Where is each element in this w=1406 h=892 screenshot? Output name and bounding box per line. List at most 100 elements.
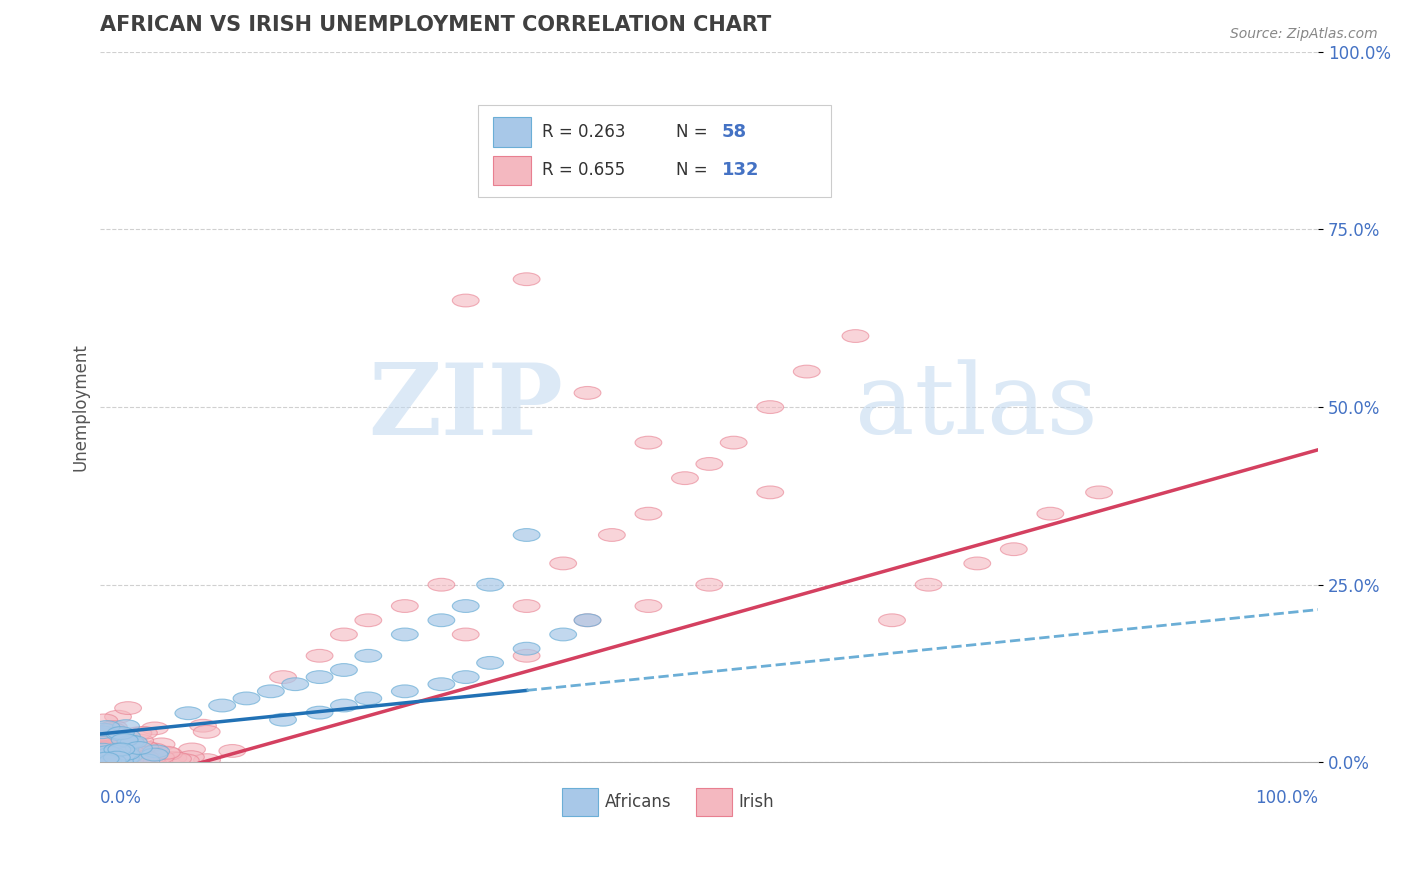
Ellipse shape xyxy=(257,685,284,698)
Ellipse shape xyxy=(108,752,135,765)
Ellipse shape xyxy=(103,750,129,763)
Ellipse shape xyxy=(427,614,454,627)
Ellipse shape xyxy=(93,753,120,765)
FancyBboxPatch shape xyxy=(478,105,831,197)
Ellipse shape xyxy=(427,678,454,690)
Ellipse shape xyxy=(142,745,170,757)
Ellipse shape xyxy=(104,751,131,764)
Ellipse shape xyxy=(696,458,723,470)
Ellipse shape xyxy=(104,727,131,739)
Ellipse shape xyxy=(190,719,217,732)
Ellipse shape xyxy=(89,729,115,742)
FancyBboxPatch shape xyxy=(696,788,733,816)
Ellipse shape xyxy=(98,752,125,765)
Ellipse shape xyxy=(96,752,122,764)
Ellipse shape xyxy=(90,743,117,756)
Ellipse shape xyxy=(177,751,204,764)
Ellipse shape xyxy=(98,744,125,756)
Ellipse shape xyxy=(756,486,783,499)
Ellipse shape xyxy=(391,628,418,640)
Ellipse shape xyxy=(98,735,125,747)
Ellipse shape xyxy=(98,755,127,767)
Ellipse shape xyxy=(105,753,132,765)
Ellipse shape xyxy=(104,728,131,740)
Ellipse shape xyxy=(148,751,174,764)
Ellipse shape xyxy=(110,747,136,760)
Ellipse shape xyxy=(453,671,479,683)
Ellipse shape xyxy=(132,751,159,764)
Ellipse shape xyxy=(453,628,479,640)
Ellipse shape xyxy=(233,692,260,705)
Ellipse shape xyxy=(636,599,662,613)
Ellipse shape xyxy=(879,614,905,627)
Ellipse shape xyxy=(90,740,117,753)
Text: ZIP: ZIP xyxy=(368,359,564,456)
Ellipse shape xyxy=(127,754,153,766)
Ellipse shape xyxy=(132,741,159,755)
Ellipse shape xyxy=(112,752,139,764)
Text: N =: N = xyxy=(676,123,713,141)
Ellipse shape xyxy=(94,738,121,750)
Ellipse shape xyxy=(574,614,600,627)
Ellipse shape xyxy=(477,657,503,669)
Ellipse shape xyxy=(94,735,121,747)
Ellipse shape xyxy=(100,721,128,733)
Ellipse shape xyxy=(330,699,357,712)
Ellipse shape xyxy=(1038,508,1064,520)
Ellipse shape xyxy=(513,642,540,655)
Ellipse shape xyxy=(115,753,142,765)
Ellipse shape xyxy=(477,578,503,591)
Text: N =: N = xyxy=(676,161,713,179)
Ellipse shape xyxy=(141,743,167,756)
Ellipse shape xyxy=(98,747,125,759)
Ellipse shape xyxy=(97,751,124,764)
Ellipse shape xyxy=(97,743,124,756)
Ellipse shape xyxy=(354,614,381,627)
Ellipse shape xyxy=(132,741,159,754)
Ellipse shape xyxy=(136,754,163,766)
FancyBboxPatch shape xyxy=(492,155,531,186)
Ellipse shape xyxy=(115,702,142,714)
Ellipse shape xyxy=(132,753,159,765)
Ellipse shape xyxy=(124,743,150,756)
Ellipse shape xyxy=(574,386,600,400)
Ellipse shape xyxy=(91,756,118,768)
Ellipse shape xyxy=(98,739,125,752)
Ellipse shape xyxy=(160,751,187,764)
Ellipse shape xyxy=(110,739,136,752)
Ellipse shape xyxy=(89,749,115,762)
Ellipse shape xyxy=(550,628,576,640)
Ellipse shape xyxy=(107,727,134,739)
Text: Africans: Africans xyxy=(605,793,671,811)
Ellipse shape xyxy=(307,671,333,683)
Ellipse shape xyxy=(110,754,136,767)
Ellipse shape xyxy=(97,751,124,764)
Ellipse shape xyxy=(112,743,139,756)
Ellipse shape xyxy=(89,747,115,760)
Ellipse shape xyxy=(121,736,148,748)
Ellipse shape xyxy=(89,747,115,760)
Text: Irish: Irish xyxy=(738,793,775,811)
Ellipse shape xyxy=(111,733,138,746)
Ellipse shape xyxy=(599,529,626,541)
Ellipse shape xyxy=(91,727,118,739)
Text: 0.0%: 0.0% xyxy=(100,789,142,807)
Ellipse shape xyxy=(193,725,221,739)
Ellipse shape xyxy=(513,599,540,613)
Ellipse shape xyxy=(90,742,117,755)
Ellipse shape xyxy=(93,721,120,733)
Ellipse shape xyxy=(101,756,128,768)
Ellipse shape xyxy=(89,755,115,767)
Ellipse shape xyxy=(179,743,205,756)
Ellipse shape xyxy=(89,753,115,765)
Ellipse shape xyxy=(93,730,120,742)
Ellipse shape xyxy=(125,755,152,768)
Ellipse shape xyxy=(138,751,165,764)
Ellipse shape xyxy=(118,746,145,758)
Ellipse shape xyxy=(453,294,479,307)
Ellipse shape xyxy=(89,747,115,760)
Ellipse shape xyxy=(90,756,117,768)
Ellipse shape xyxy=(127,751,153,764)
Ellipse shape xyxy=(104,710,131,723)
Ellipse shape xyxy=(142,722,169,735)
